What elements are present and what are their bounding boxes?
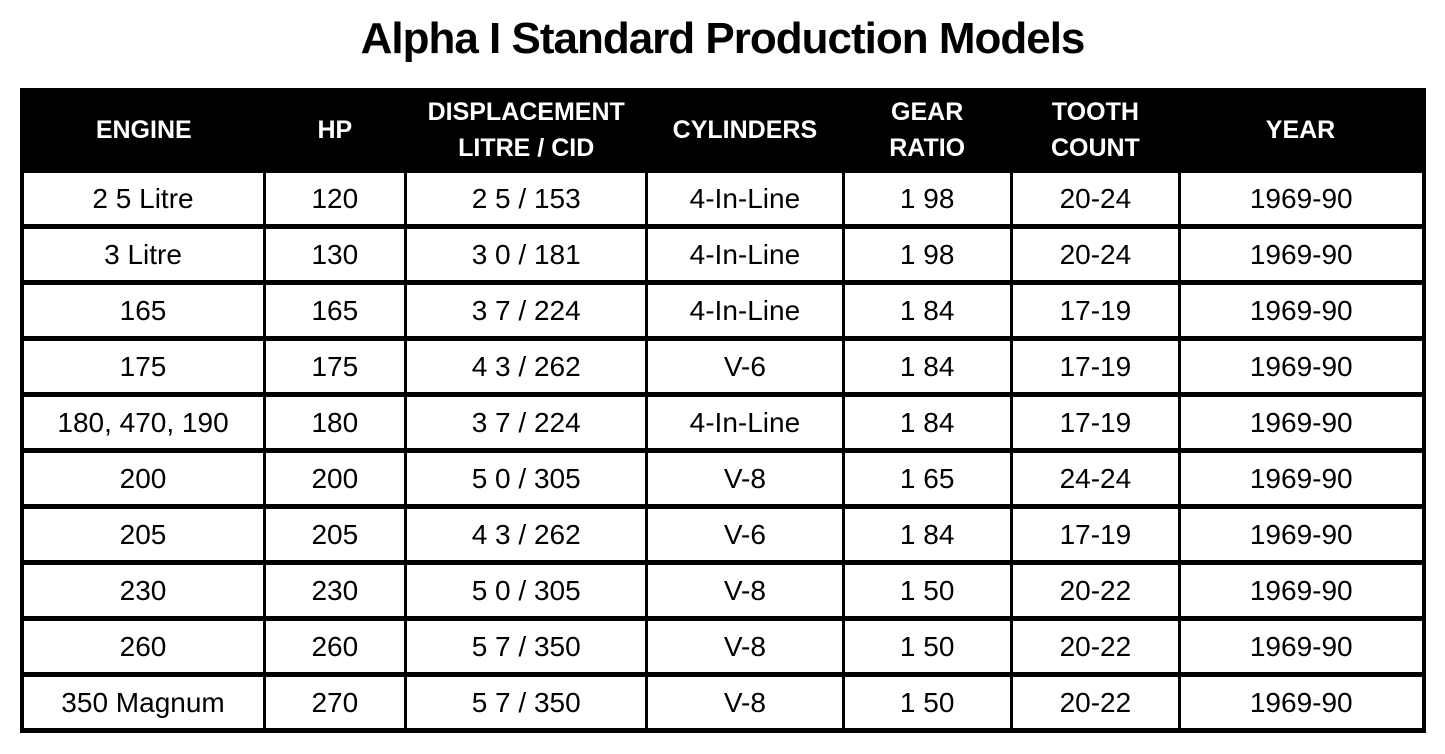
- cell-engine: 175: [20, 336, 266, 397]
- cell-gear-ratio: 1 84: [841, 504, 1013, 565]
- cell-year: 1969-90: [1178, 336, 1425, 397]
- cell-cylinders: V-8: [645, 672, 845, 733]
- cell-hp: 175: [262, 336, 408, 397]
- cell-gear-ratio: 1 98: [841, 168, 1013, 229]
- cell-gear-ratio: 1 50: [841, 560, 1013, 621]
- cell-year: 1969-90: [1178, 168, 1425, 229]
- cell-tooth-count: 20-24: [1009, 168, 1182, 229]
- cell-gear-ratio: 1 50: [841, 672, 1013, 733]
- cell-tooth-count: 17-19: [1009, 504, 1182, 565]
- cell-cylinders: V-8: [645, 560, 845, 621]
- cell-displacement: 5 7 / 350: [404, 672, 649, 733]
- cell-displacement: 3 0 / 181: [404, 224, 649, 285]
- cell-tooth-count: 20-22: [1009, 616, 1182, 677]
- page-title: Alpha I Standard Production Models: [360, 14, 1086, 63]
- cell-year: 1969-90: [1178, 672, 1425, 733]
- cell-year: 1969-90: [1178, 448, 1425, 509]
- cell-gear-ratio: 1 98: [841, 224, 1013, 285]
- table-row: 205 205 4 3 / 262 V-6 1 84 17-19 1969-90: [20, 504, 1425, 565]
- cell-year: 1969-90: [1178, 616, 1425, 677]
- cell-hp: 260: [262, 616, 408, 677]
- cell-tooth-count: 17-19: [1009, 280, 1182, 341]
- table-row: 350 Magnum 270 5 7 / 350 V-8 1 50 20-22 …: [20, 672, 1425, 733]
- column-header-tooth-count: TOOTH COUNT: [1011, 90, 1180, 171]
- table-row: 230 230 5 0 / 305 V-8 1 50 20-22 1969-90: [20, 560, 1425, 621]
- cell-cylinders: V-8: [645, 616, 845, 677]
- cell-tooth-count: 20-22: [1009, 560, 1182, 621]
- cell-year: 1969-90: [1178, 392, 1425, 453]
- cell-hp: 165: [262, 280, 408, 341]
- cell-displacement: 4 3 / 262: [404, 504, 649, 565]
- cell-cylinders: V-6: [645, 504, 845, 565]
- cell-year: 1969-90: [1178, 560, 1425, 621]
- cell-engine: 350 Magnum: [20, 672, 266, 733]
- cell-displacement: 5 0 / 305: [404, 448, 649, 509]
- cell-hp: 180: [262, 392, 408, 453]
- cell-tooth-count: 20-24: [1009, 224, 1182, 285]
- cell-gear-ratio: 1 84: [841, 392, 1013, 453]
- column-header-hp: HP: [264, 90, 406, 171]
- cell-engine: 230: [20, 560, 266, 621]
- cell-cylinders: 4-In-Line: [645, 392, 845, 453]
- cell-hp: 200: [262, 448, 408, 509]
- column-header-gear-ratio: GEAR RATIO: [843, 90, 1012, 171]
- cell-cylinders: 4-In-Line: [645, 224, 845, 285]
- cell-hp: 130: [262, 224, 408, 285]
- column-header-displacement: DISPLACEMENT LITRE / CID: [405, 90, 647, 171]
- cell-gear-ratio: 1 84: [841, 336, 1013, 397]
- cell-hp: 120: [262, 168, 408, 229]
- table-header: ENGINE HP DISPLACEMENT LITRE / CID CYLIN…: [21, 90, 1424, 171]
- table-row: 260 260 5 7 / 350 V-8 1 50 20-22 1969-90: [20, 616, 1425, 677]
- cell-tooth-count: 20-22: [1009, 672, 1182, 733]
- table-body: 2 5 Litre 120 2 5 / 153 4-In-Line 1 98 2…: [20, 168, 1425, 733]
- cell-displacement: 5 0 / 305: [404, 560, 649, 621]
- table-row: 175 175 4 3 / 262 V-6 1 84 17-19 1969-90: [20, 336, 1425, 397]
- cell-cylinders: 4-In-Line: [645, 168, 845, 229]
- cell-cylinders: V-6: [645, 336, 845, 397]
- cell-cylinders: V-8: [645, 448, 845, 509]
- models-table: ENGINE HP DISPLACEMENT LITRE / CID CYLIN…: [19, 88, 1426, 733]
- cell-engine: 200: [20, 448, 266, 509]
- table-row: 3 Litre 130 3 0 / 181 4-In-Line 1 98 20-…: [20, 224, 1425, 285]
- cell-displacement: 2 5 / 153: [404, 168, 649, 229]
- cell-tooth-count: 17-19: [1009, 392, 1182, 453]
- table-row: 165 165 3 7 / 224 4-In-Line 1 84 17-19 1…: [20, 280, 1425, 341]
- column-header-year: YEAR: [1179, 90, 1424, 171]
- cell-displacement: 5 7 / 350: [404, 616, 649, 677]
- cell-hp: 230: [262, 560, 408, 621]
- cell-cylinders: 4-In-Line: [645, 280, 845, 341]
- cell-hp: 270: [262, 672, 408, 733]
- cell-year: 1969-90: [1178, 280, 1425, 341]
- cell-displacement: 3 7 / 224: [404, 280, 649, 341]
- cell-engine: 2 5 Litre: [20, 168, 266, 229]
- cell-year: 1969-90: [1178, 504, 1425, 565]
- cell-engine: 205: [20, 504, 266, 565]
- cell-gear-ratio: 1 84: [841, 280, 1013, 341]
- table-row: 2 5 Litre 120 2 5 / 153 4-In-Line 1 98 2…: [20, 168, 1425, 229]
- cell-displacement: 3 7 / 224: [404, 392, 649, 453]
- table-header-row: ENGINE HP DISPLACEMENT LITRE / CID CYLIN…: [21, 90, 1424, 171]
- cell-tooth-count: 17-19: [1009, 336, 1182, 397]
- cell-gear-ratio: 1 50: [841, 616, 1013, 677]
- table-row: 200 200 5 0 / 305 V-8 1 65 24-24 1969-90: [20, 448, 1425, 509]
- column-header-cylinders: CYLINDERS: [646, 90, 844, 171]
- cell-year: 1969-90: [1178, 224, 1425, 285]
- column-header-engine: ENGINE: [21, 90, 265, 171]
- cell-engine: 165: [20, 280, 266, 341]
- cell-tooth-count: 24-24: [1009, 448, 1182, 509]
- cell-hp: 205: [262, 504, 408, 565]
- table-row: 180, 470, 190 180 3 7 / 224 4-In-Line 1 …: [20, 392, 1425, 453]
- cell-engine: 180, 470, 190: [20, 392, 266, 453]
- cell-displacement: 4 3 / 262: [404, 336, 649, 397]
- cell-engine: 3 Litre: [20, 224, 266, 285]
- cell-engine: 260: [20, 616, 266, 677]
- cell-gear-ratio: 1 65: [841, 448, 1013, 509]
